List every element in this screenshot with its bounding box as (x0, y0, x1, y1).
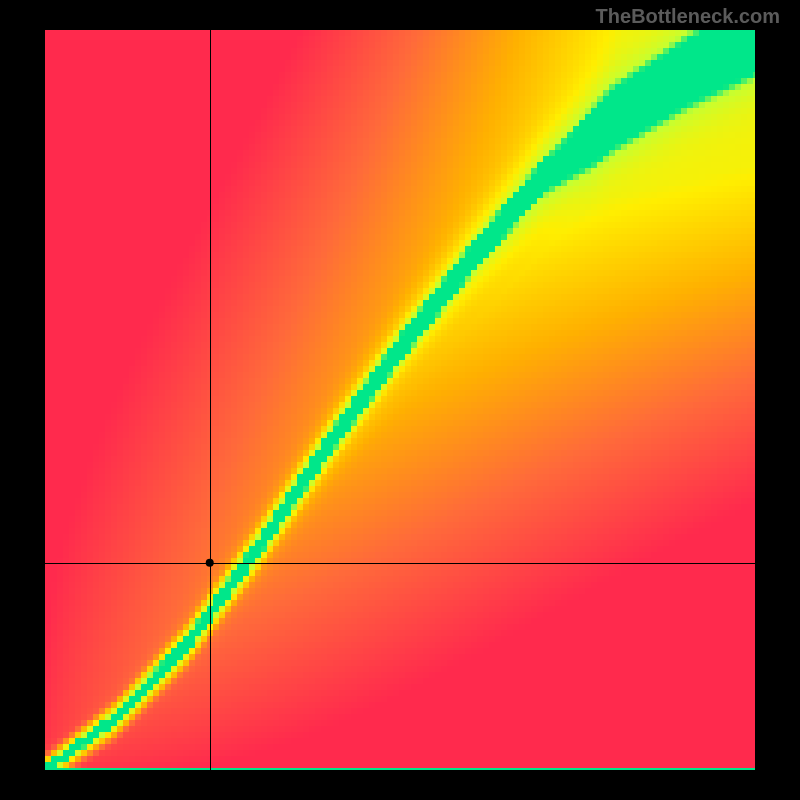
chart-container: TheBottleneck.com (0, 0, 800, 800)
bottleneck-heatmap (0, 0, 800, 800)
